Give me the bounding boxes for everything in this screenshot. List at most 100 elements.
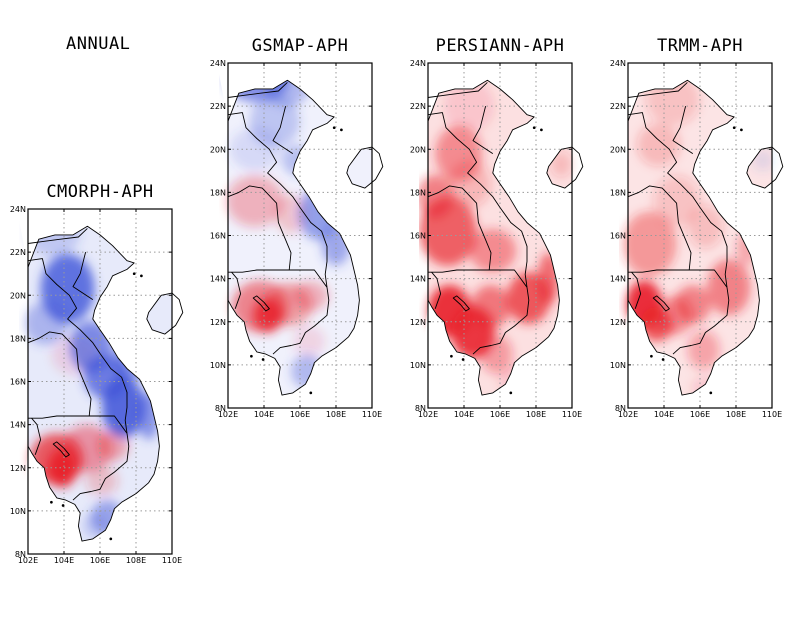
anomaly-blob [419,175,454,219]
panel-title-persiann: PERSIANN-APH [435,36,565,56]
lon-tick-label: 102E [218,410,238,419]
anomaly-blob [85,465,119,496]
lon-tick-label: 106E [290,410,310,419]
anomaly-blob [637,123,681,167]
lat-tick-label: 16N [10,378,26,387]
lat-tick-label: 20N [210,145,226,154]
anomaly-blob [112,342,145,382]
lat-tick-label: 8N [615,404,626,413]
anomaly-blob [653,175,700,227]
anomaly-blob [707,259,751,316]
lat-tick-label: 18N [610,188,626,197]
anomaly-blob [691,375,720,402]
lat-tick-label: 12N [10,464,26,473]
grid-lines [628,63,772,408]
lon-tick-label: 106E [690,410,710,419]
lat-tick-label: 14N [410,275,426,284]
lat-tick-label: 14N [610,275,626,284]
lat-tick-label: 22N [610,102,626,111]
lon-tick-label: 108E [726,410,746,419]
anomaly-blob [674,285,711,324]
main-title: ANNUAL [66,34,131,54]
lat-tick-label: 18N [410,188,426,197]
lat-tick-label: 10N [210,361,226,370]
panel-title-gsmap: GSMAP-APH [251,36,349,56]
lon-tick-label: 110E [162,556,182,565]
anomaly-blob [480,334,513,374]
lat-tick-label: 8N [15,550,26,559]
grid-lines [428,63,572,408]
anomaly-blob [447,160,491,208]
lon-tick-label: 104E [654,410,674,419]
lon-tick-label: 102E [418,410,438,419]
lat-tick-label: 12N [610,318,626,327]
lon-tick-label: 110E [562,410,582,419]
anomaly-blob [471,285,511,329]
lat-tick-label: 8N [215,404,226,413]
lat-tick-label: 10N [410,361,426,370]
lat-tick-label: 22N [210,102,226,111]
lat-tick-label: 12N [410,318,426,327]
coastline [227,79,384,396]
lat-tick-label: 16N [210,232,226,241]
lat-tick-label: 14N [210,275,226,284]
lon-tick-label: 106E [490,410,510,419]
lon-tick-label: 102E [18,556,38,565]
heat-layer [622,73,774,408]
anomaly-blob [137,336,156,358]
anomaly-blob [622,211,677,277]
lon-tick-label: 108E [126,556,146,565]
lat-tick-label: 20N [410,145,426,154]
lat-tick-label: 22N [410,102,426,111]
lat-tick-label: 20N [610,145,626,154]
lat-tick-label: 24N [10,205,26,214]
map-panel-gsmap: 102E 104E 106E 108E 110E 8N 10N 12N 14N 16N 18N 20N… [210,59,384,419]
lat-tick-label: 24N [610,59,626,68]
anomaly-blob [26,219,81,257]
anomaly-blob [226,175,284,227]
anomaly-blob [62,424,113,472]
map-panel-persiann: 102E 104E 106E 108E 110E 8N 10N 12N 14N 16N 18N 20N… [410,59,584,419]
lon-tick-label: 104E [454,410,474,419]
anomaly-blob [82,513,108,539]
heat-layer [419,73,572,408]
anomaly-blob [137,392,160,440]
lon-tick-label: 108E [526,410,546,419]
anomaly-blob [687,330,720,370]
lat-tick-label: 24N [210,59,226,68]
anomaly-blob [24,301,68,345]
lat-tick-label: 10N [10,507,26,516]
anomaly-blob [469,229,517,273]
coastline [27,225,184,542]
anomaly-blob [687,205,724,249]
lon-tick-label: 104E [54,556,74,565]
lon-tick-label: 104E [254,410,274,419]
anomaly-blob [96,431,129,462]
anomaly-blob [274,194,308,234]
anomaly-blob [550,151,572,178]
anomaly-blob [646,73,700,126]
lat-tick-label: 22N [10,248,26,257]
anomaly-blob [292,326,326,357]
lat-tick-label: 10N [610,361,626,370]
panel-title-trmm: TRMM-APH [657,36,743,56]
lon-tick-label: 108E [326,410,346,419]
lat-tick-label: 20N [10,291,26,300]
heat-layer [224,73,372,408]
coastline [427,79,584,396]
coastline [627,79,784,396]
anomaly-blob [292,280,329,311]
lat-tick-label: 8N [415,404,426,413]
lat-tick-label: 18N [10,334,26,343]
lat-tick-label: 16N [610,232,626,241]
grid-lines [28,209,172,554]
lat-tick-label: 18N [210,188,226,197]
lon-tick-label: 102E [618,410,638,419]
lat-tick-label: 12N [210,318,226,327]
lon-tick-label: 110E [762,410,782,419]
anomaly-blob [101,377,145,438]
lat-tick-label: 14N [10,421,26,430]
anomaly-blob [752,149,774,171]
lon-tick-label: 110E [362,410,382,419]
lon-tick-label: 106E [90,556,110,565]
